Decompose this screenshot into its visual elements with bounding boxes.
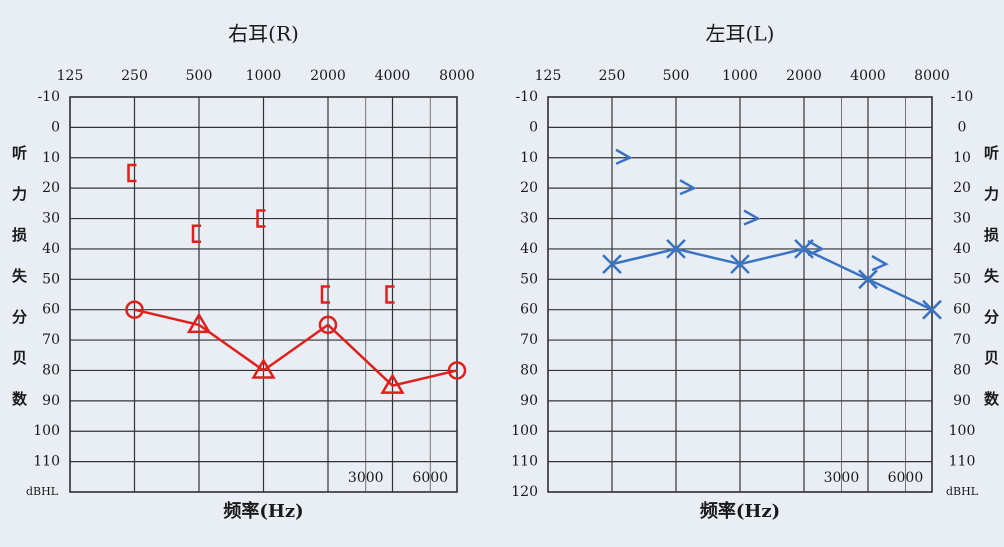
x-tick-label: 500 — [186, 68, 213, 84]
marker-triangle — [251, 357, 276, 379]
y-tick-label-right: 100 — [949, 423, 976, 439]
y-tick-label: 100 — [33, 423, 60, 439]
x-tick-label: 8000 — [439, 68, 475, 84]
marker-triangle — [380, 373, 405, 394]
x-tick-label: 250 — [121, 68, 148, 84]
y-tick-label: 60 — [520, 302, 538, 318]
y-tick-label: 0 — [529, 119, 538, 135]
x-tick-label: 1000 — [246, 68, 282, 84]
y-tick-label-right: 110 — [949, 454, 976, 470]
x-tick-label: 2000 — [786, 68, 822, 84]
y-tick-label: -10 — [515, 89, 538, 105]
y-tick-label: 80 — [520, 362, 538, 378]
x-tick-label: 250 — [599, 68, 626, 84]
y-tick-label: 60 — [42, 302, 60, 318]
minor-x-tick-label: 3000 — [348, 470, 384, 486]
minor-x-tick-label: 6000 — [412, 470, 448, 486]
minor-x-tick-label: 6000 — [888, 470, 924, 486]
y-tick-label-right: 40 — [953, 241, 971, 257]
marker-x — [730, 254, 750, 274]
marker-chevron — [807, 239, 825, 257]
y-tick-label: 40 — [42, 241, 60, 257]
x-axis-label: 频率(Hz) — [700, 500, 780, 522]
y-tick-label-right: 60 — [953, 302, 971, 318]
marker-bracket — [320, 285, 330, 304]
marker-chevron — [615, 148, 633, 165]
marker-x — [602, 254, 622, 274]
y-tick-label: 120 — [511, 484, 538, 500]
y-tick-label: -10 — [37, 89, 60, 105]
marker-x — [922, 299, 942, 320]
series-line — [611, 247, 933, 311]
marker-circle — [447, 361, 467, 380]
y-tick-label: 0 — [51, 119, 60, 135]
marker-circle — [318, 315, 338, 335]
y-axis-label: 听力损失分贝数 — [10, 144, 28, 432]
marker-chevron — [871, 255, 889, 272]
y-tick-label: 90 — [520, 393, 538, 409]
x-tick-label: 1000 — [722, 68, 758, 84]
y-tick-label: 50 — [42, 271, 60, 287]
x-tick-label: 500 — [663, 68, 690, 84]
y-tick-label: 80 — [42, 362, 60, 378]
y-tick-label: 30 — [42, 211, 60, 227]
marker-bracket — [256, 209, 266, 228]
y-tick-label-right: 10 — [953, 150, 971, 166]
y-tick-label: 50 — [520, 271, 538, 287]
y-tick-label-right: 70 — [953, 332, 971, 348]
marker-chevron — [743, 209, 761, 226]
chart-title: 左耳(L) — [706, 22, 775, 46]
marker-bracket — [385, 285, 395, 304]
y-tick-label: 40 — [520, 241, 538, 257]
y-tick-label-right: 30 — [953, 211, 971, 227]
y-tick-label-right: 90 — [953, 393, 971, 409]
y-tick-label: 100 — [511, 423, 538, 439]
y-tick-label: 10 — [520, 150, 538, 166]
y-tick-label: 110 — [33, 454, 60, 470]
marker-bracket — [191, 224, 201, 243]
marker-triangle — [186, 312, 212, 334]
y-tick-label-right: 20 — [953, 180, 971, 196]
x-tick-label: 125 — [535, 68, 562, 84]
minor-x-tick-label: 3000 — [824, 470, 860, 486]
y-tick-label: 70 — [42, 332, 60, 348]
y-tick-label: 70 — [520, 332, 538, 348]
x-tick-label: 125 — [57, 68, 84, 84]
y-tick-label: 10 — [42, 150, 60, 166]
y-tick-label: 30 — [520, 211, 538, 227]
y-tick-label: 20 — [520, 180, 538, 196]
x-tick-label: 2000 — [310, 68, 346, 84]
y-axis-label: 听力损失分贝数 — [982, 144, 1000, 432]
y-tick-label-right: -10 — [951, 89, 974, 105]
y-tick-label-right: 0 — [958, 119, 967, 135]
x-tick-label: 8000 — [914, 68, 950, 84]
marker-chevron — [679, 179, 697, 196]
marker-x — [858, 269, 878, 290]
y-tick-label: 110 — [511, 454, 538, 470]
marker-x — [666, 239, 686, 259]
x-axis-label: 频率(Hz) — [223, 500, 303, 522]
x-tick-label: 4000 — [375, 68, 411, 84]
chart-title: 右耳(R) — [228, 22, 299, 46]
y-tick-label-right: 50 — [953, 271, 971, 287]
y-tick-label: 90 — [42, 393, 60, 409]
marker-bracket — [127, 163, 137, 183]
y-unit: dBHL — [26, 485, 59, 498]
y-tick-label: 20 — [42, 180, 60, 196]
marker-circle — [125, 300, 144, 319]
x-tick-label: 4000 — [850, 68, 886, 84]
y-unit: dBHL — [946, 485, 979, 498]
y-tick-label-right: 80 — [953, 362, 971, 378]
series-line — [134, 308, 458, 388]
